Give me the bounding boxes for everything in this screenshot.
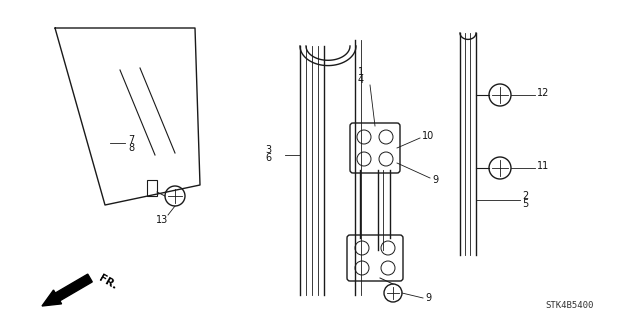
Text: 10: 10 — [422, 131, 435, 141]
Text: 3: 3 — [265, 145, 271, 155]
Text: 8: 8 — [128, 143, 134, 153]
Text: 9: 9 — [432, 175, 438, 185]
Text: 2: 2 — [522, 191, 528, 201]
Bar — [147, 180, 157, 196]
Text: 7: 7 — [128, 135, 134, 145]
Text: 11: 11 — [537, 161, 549, 171]
Text: STK4B5400: STK4B5400 — [546, 300, 594, 309]
Text: 6: 6 — [265, 153, 271, 163]
Text: 13: 13 — [156, 215, 168, 225]
FancyArrow shape — [42, 274, 92, 306]
Text: 4: 4 — [358, 75, 364, 85]
Text: 9: 9 — [425, 293, 431, 303]
Text: FR.: FR. — [97, 273, 119, 291]
Text: 1: 1 — [358, 67, 364, 77]
Text: 5: 5 — [522, 199, 528, 209]
Text: 12: 12 — [537, 88, 549, 98]
